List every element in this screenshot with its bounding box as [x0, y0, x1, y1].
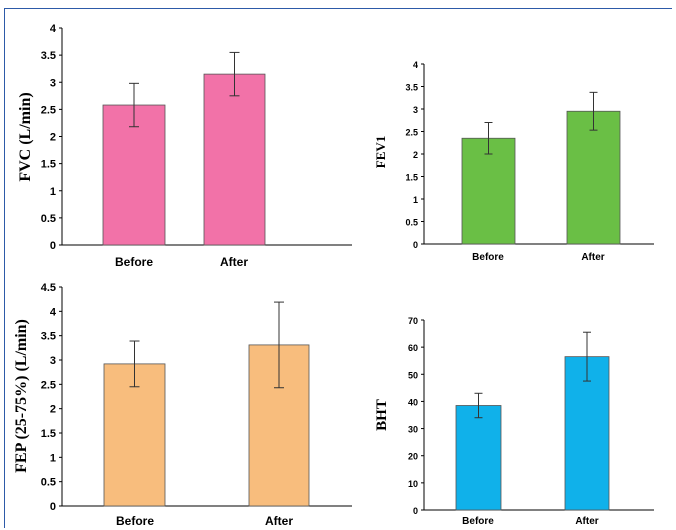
fep-y-tick-label: 3.5 — [41, 331, 56, 343]
fev1-y-tick-label: 1.5 — [405, 173, 418, 183]
fvc-y-axis-label: FVC (L/min) — [17, 92, 34, 181]
bht-category-label-after: After — [575, 516, 598, 527]
fep-y-tick-label: 2 — [50, 404, 56, 416]
fep-category-label-before: Before — [116, 514, 154, 528]
bht-y-tick-label: 30 — [408, 425, 418, 435]
fev1-y-tick-label: 4 — [413, 60, 418, 70]
fev1-y-tick-label: 3.5 — [405, 83, 418, 93]
fev1-y-tick-label: 1 — [413, 195, 418, 205]
fep-chart: FEP (25-75%) (L/min) 0 0.5 1 1.5 2 2.5 3 3.5 4 4.… — [13, 282, 352, 528]
bht-y-axis-label: BHT — [374, 399, 390, 431]
bht-bar-before — [455, 405, 502, 511]
fvc-category-label-after: After — [220, 255, 248, 269]
fep-y-tick-label: 3 — [50, 355, 56, 367]
fep-y-tick-label: 2.5 — [41, 379, 56, 391]
fev1-y-tick-label: 0 — [413, 240, 418, 250]
fvc-bar-after — [203, 73, 266, 246]
fvc-y-tick-label: 1 — [50, 186, 56, 198]
fvc-category-label-before: Before — [115, 255, 153, 269]
fvc-y-tick-label: 4 — [50, 23, 57, 35]
fvc-chart: FVC (L/min) 0 0.5 1 1.5 2 2.5 3 3.5 4 Before After — [17, 23, 352, 269]
fvc-y-tick-label: 0.5 — [41, 213, 56, 225]
figure-frame — [4, 8, 672, 528]
fev1-chart: FEV1 0 0.5 1 1.5 2 2.5 3 3.5 4 Before After — [373, 60, 654, 263]
fep-y-tick-label: 4 — [50, 306, 57, 318]
fev1-y-tick-label: 2.5 — [405, 128, 418, 138]
fep-y-tick-label: 1 — [50, 452, 56, 464]
fep-category-label-after: After — [265, 514, 293, 528]
fev1-category-label-after: After — [581, 252, 604, 263]
bht-y-tick-label: 0 — [413, 506, 418, 516]
bht-y-tick-label: 20 — [408, 452, 418, 462]
fep-y-tick-label: 4.5 — [41, 282, 56, 294]
bht-y-tick-label: 50 — [408, 370, 418, 380]
bht-chart: BHT 0 10 20 30 40 50 60 70 Before After — [374, 316, 654, 527]
bht-y-tick-label: 40 — [408, 397, 418, 407]
bht-y-tick-label: 60 — [408, 343, 418, 353]
fep-y-tick-label: 0 — [50, 501, 56, 513]
fev1-y-axis-label: FEV1 — [373, 136, 388, 169]
fep-bar-before — [103, 363, 166, 507]
bht-bar-after — [564, 356, 610, 511]
fep-y-tick-label: 0.5 — [41, 477, 56, 489]
bht-y-tick-label: 70 — [408, 316, 418, 326]
bht-y-tick-label: 10 — [408, 479, 418, 489]
fvc-y-tick-label: 2 — [50, 132, 56, 144]
fev1-y-tick-label: 2 — [413, 150, 418, 160]
fvc-y-tick-label: 3.5 — [41, 50, 56, 62]
fev1-y-tick-label: 0.5 — [405, 218, 418, 228]
fep-y-axis-label: FEP (25-75%) (L/min) — [13, 319, 30, 473]
fep-y-tick-label: 1.5 — [41, 428, 56, 440]
fvc-y-tick-label: 0 — [50, 240, 56, 252]
bht-category-label-before: Before — [462, 516, 494, 527]
fvc-y-tick-label: 2.5 — [41, 104, 56, 116]
fev1-category-label-before: Before — [472, 252, 504, 263]
fev1-bar-after — [566, 110, 621, 245]
fvc-y-tick-label: 3 — [50, 77, 56, 89]
fev1-y-tick-label: 3 — [413, 105, 418, 115]
fvc-bar-before — [102, 104, 166, 246]
fev1-bar-before — [461, 137, 516, 245]
fvc-y-tick-label: 1.5 — [41, 159, 56, 171]
